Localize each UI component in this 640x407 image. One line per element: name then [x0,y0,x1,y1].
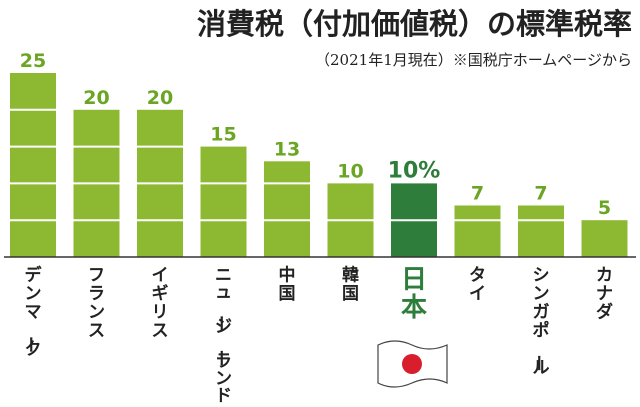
category-label-8: シンガポール [528,265,550,378]
value-label-0: 25 [20,50,46,72]
value-label-6: 10% [388,158,441,183]
value-label-5: 10 [337,160,363,182]
category-label-9: カナダ [596,265,613,322]
category-label-6: 日本 [401,265,427,323]
value-label-9: 5 [598,197,611,219]
bar-7 [454,205,501,257]
value-label-4: 13 [274,138,300,160]
value-label-7: 7 [471,182,484,204]
category-label-3: ニュージーランド [210,265,232,406]
bar-9 [581,220,628,257]
value-label-2: 20 [147,87,173,109]
bar-0 [10,73,56,257]
category-label-4: 中国 [279,264,296,304]
bar-3 [200,146,247,257]
category-label-5: 韓国 [342,264,359,304]
value-label-8: 7 [534,182,547,204]
value-labels-group: 25 20 20 15 13 10 10% 7 7 5 [20,50,611,219]
bar-4 [264,161,310,257]
japan-flag-icon [377,340,448,388]
category-label-1: フランス [88,265,105,341]
category-label-7: タイ [469,265,486,304]
bars-group [10,73,628,257]
value-label-3: 15 [210,124,236,146]
category-labels-group: デンマーク フランス イギリス ニュージーランド 中国 韓国 日本 タイ シンガポール カナダ [20,264,614,406]
chart-title: 消費税（付加価値税）の標準税率 [197,7,632,41]
bar-8 [518,205,564,257]
chart-subtitle: （2021年1月現在）※国税庁ホームページから [315,51,632,69]
category-label-0: デンマーク [20,264,43,359]
value-label-1: 20 [83,87,109,109]
category-label-2: イギリス [152,265,169,341]
